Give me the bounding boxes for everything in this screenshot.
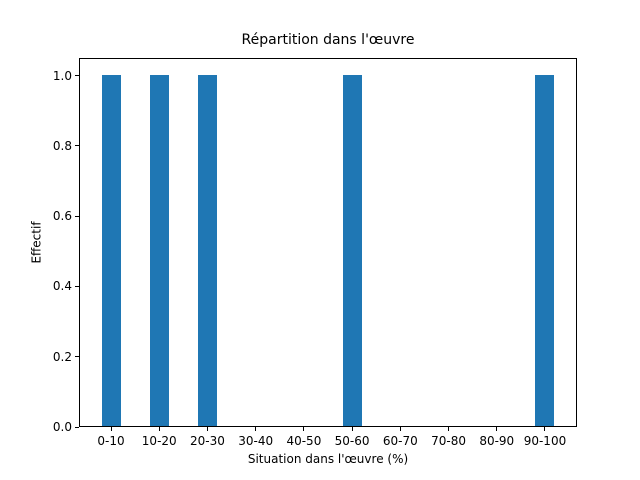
x-tick-mark (255, 427, 257, 431)
y-tick-mark (75, 215, 79, 217)
bar-50-60 (342, 74, 362, 426)
bar-20-30 (197, 74, 217, 426)
x-tick-mark (158, 427, 160, 431)
x-tick-mark (303, 427, 305, 431)
y-tick-label: 1.0 (52, 68, 72, 83)
x-tick-label: 10-20 (141, 434, 177, 448)
x-tick-label: 70-80 (431, 434, 466, 448)
x-tick-mark (496, 427, 498, 431)
chart-title: Répartition dans l'œuvre (241, 32, 415, 48)
y-tick-label: 0.2 (52, 349, 72, 364)
x-tick-label: 50-60 (334, 434, 370, 448)
y-tick-label: 0.0 (52, 420, 72, 434)
x-tick-label: 80-90 (479, 434, 515, 448)
bar-0-10 (101, 74, 121, 426)
x-tick-label: 90-100 (523, 434, 567, 448)
y-tick-mark (75, 75, 79, 77)
x-tick-mark (399, 427, 401, 431)
x-tick-mark (544, 427, 546, 431)
y-tick-label: 0.8 (52, 138, 72, 153)
y-tick-label: 0.4 (52, 279, 72, 294)
x-tick-label: 0-10 (97, 434, 125, 448)
x-axis-label: Situation dans l'œuvre (%) (247, 452, 409, 466)
x-tick-label: 60-70 (382, 434, 418, 448)
y-tick-mark (75, 285, 79, 287)
x-tick-mark (448, 427, 450, 431)
y-tick-mark (75, 426, 79, 428)
x-tick-label: 20-30 (190, 434, 225, 448)
x-tick-mark (110, 427, 112, 431)
x-tick-label: 40-50 (286, 434, 322, 448)
x-tick-mark (351, 427, 353, 431)
x-tick-mark (206, 427, 208, 431)
plot-area (79, 58, 577, 427)
bar-10-20 (149, 74, 169, 426)
y-axis-label: Effectif (29, 221, 44, 264)
bar-90-100 (535, 74, 555, 426)
y-tick-mark (75, 145, 79, 147)
y-tick-mark (75, 356, 79, 358)
x-tick-label: 30-40 (238, 434, 274, 448)
y-tick-label: 0.6 (52, 209, 72, 224)
